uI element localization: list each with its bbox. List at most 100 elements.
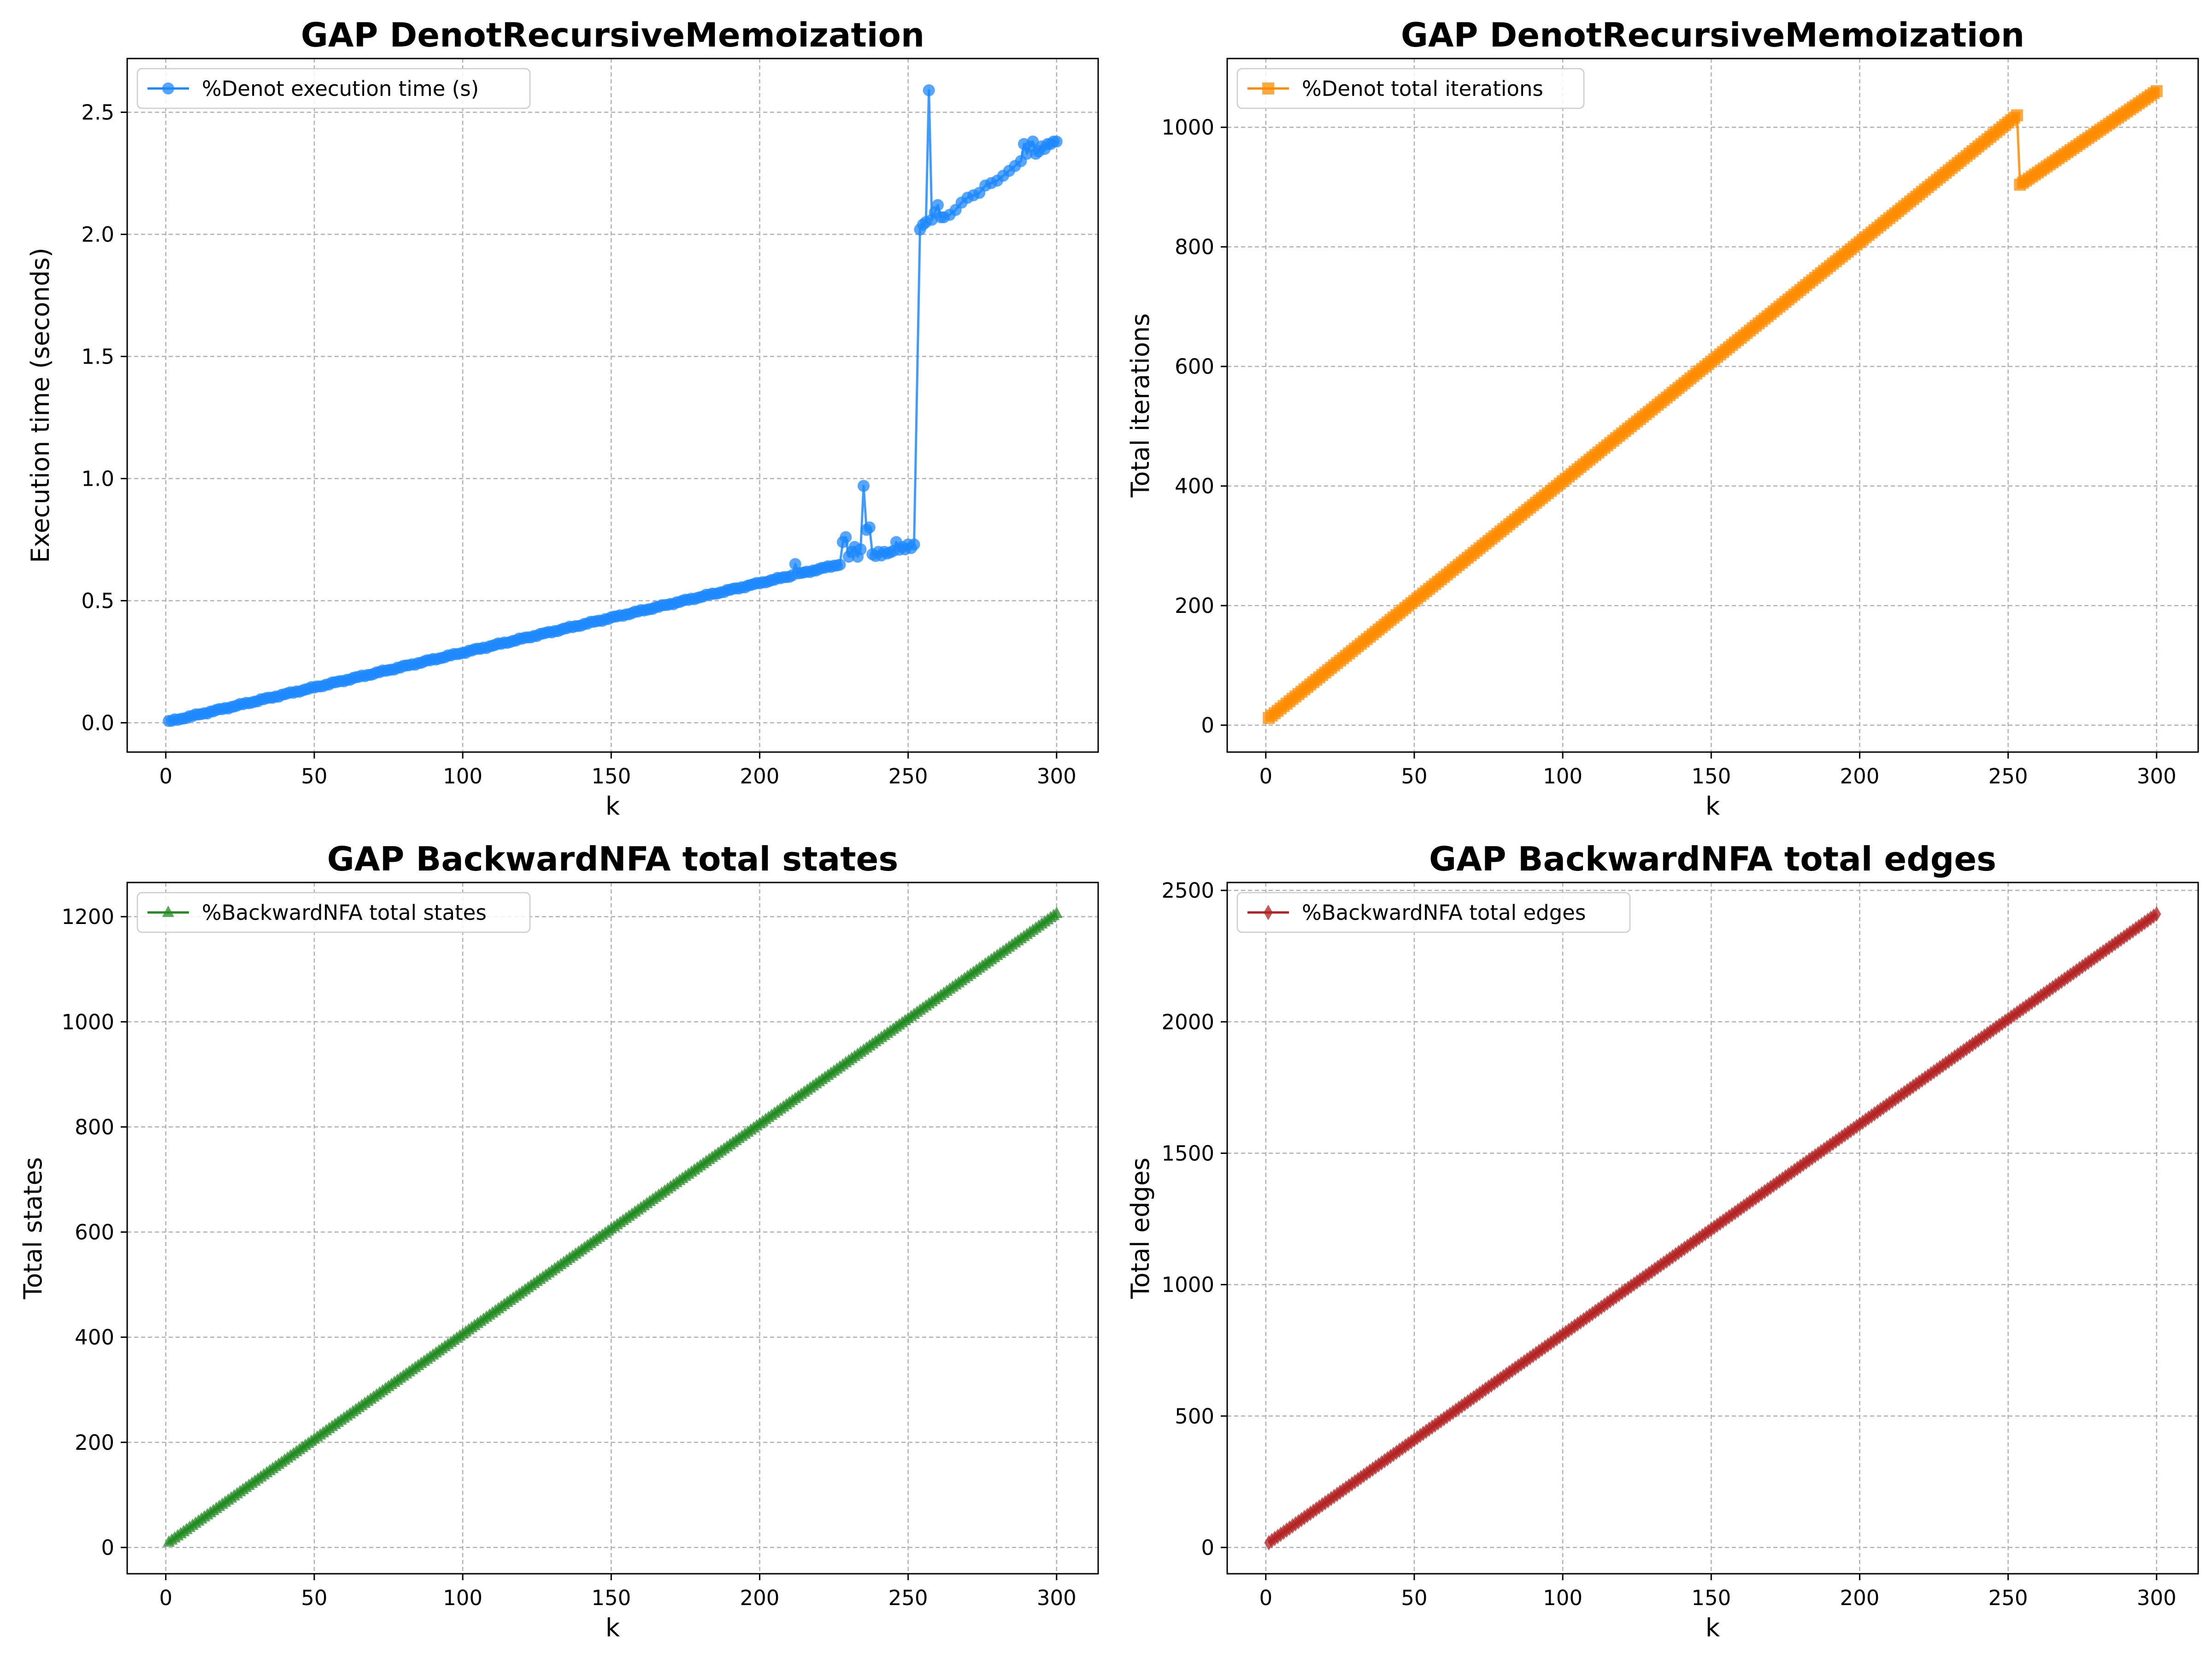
x-tick-label: 150 [1691, 1586, 1731, 1610]
y-tick-label: 1.5 [81, 345, 114, 369]
series-line [169, 89, 1057, 722]
chart-panel-1: 0 50 100 150 200 250 300 0.0 0.5 1.0 1.5 2.0 2.5 GAP … [26, 16, 1099, 821]
y-tick-label: 0 [101, 1535, 114, 1560]
x-tick-label: 250 [1988, 764, 2028, 788]
x-tick-label: 300 [2137, 1586, 2177, 1610]
y-tick-label: 200 [1175, 594, 1214, 618]
x-tick-label: 300 [1037, 764, 1077, 788]
y-tick-label: 400 [75, 1325, 114, 1350]
legend-box [136, 892, 531, 933]
data-point [1050, 135, 1063, 148]
y-axis-label: Execution time (seconds) [26, 247, 55, 563]
x-tick-label: 150 [591, 764, 631, 788]
chart-panel-4: 0 50 100 150 200 250 300 0 500 1000 1500 2000 2500 GA… [1126, 840, 2199, 1642]
y-tick-label: 500 [1175, 1404, 1214, 1429]
legend-box [1236, 892, 1631, 933]
y-tick-label: 600 [75, 1220, 114, 1245]
x-tick-label: 100 [443, 1586, 482, 1610]
x-axis-label: k [606, 792, 620, 821]
y-tick-label: 0 [1201, 1535, 1214, 1560]
legend-label: %Denot execution time (s) [202, 76, 479, 101]
chart-panel-3: 0 50 100 150 200 250 300 0 200 400 600 800 1000 1200 G… [18, 840, 1099, 1642]
series-markers [163, 84, 1063, 727]
data-point [789, 558, 801, 570]
plot-frame [126, 58, 1099, 753]
x-tick-label: 0 [1259, 1586, 1272, 1610]
x-tick-label: 50 [1401, 1586, 1427, 1610]
x-tick-label: 150 [591, 1586, 631, 1610]
x-tick-label: 50 [301, 764, 327, 788]
x-tick-label: 100 [443, 764, 482, 788]
legend-label: %Denot total iterations [1302, 76, 1543, 101]
plot-frame [1226, 882, 2199, 1575]
data-point [1027, 135, 1039, 148]
y-tick-label: 400 [1175, 474, 1214, 499]
chart-title: GAP BackwardNFA total edges [1429, 840, 1996, 878]
legend-marker [162, 82, 174, 94]
y-tick-label: 1000 [1161, 115, 1214, 140]
y-tick-label: 2000 [1161, 1010, 1214, 1034]
y-tick-label: 2.0 [81, 223, 114, 247]
y-tick-label: 600 [1175, 354, 1214, 379]
y-tick-label: 2.5 [81, 100, 114, 125]
data-point [854, 543, 867, 556]
x-tick-label: 0 [1259, 764, 1272, 788]
data-point [1050, 906, 1063, 918]
legend-box [136, 68, 531, 109]
legend: %BackwardNFA total edges [1236, 892, 1631, 933]
y-tick-label: 0 [1201, 713, 1214, 738]
legend: %Denot total iterations [1236, 68, 1585, 109]
legend: %Denot execution time (s) [136, 68, 531, 109]
legend-marker [1262, 82, 1274, 94]
x-axis-label: k [1706, 792, 1720, 821]
data-point [840, 531, 852, 543]
x-tick-label: 100 [1543, 1586, 1583, 1610]
chart-title: GAP DenotRecursiveMemoization [1401, 16, 2024, 54]
y-tick-label: 800 [1175, 235, 1214, 259]
plot-frame [1226, 58, 2199, 753]
x-axis-label: k [1706, 1613, 1720, 1642]
x-tick-label: 0 [159, 1586, 172, 1610]
y-tick-label: 1000 [1161, 1273, 1214, 1297]
data-point [2152, 906, 2161, 922]
x-tick-label: 200 [1840, 764, 1879, 788]
data-point [923, 84, 935, 96]
y-tick-label: 1000 [61, 1010, 114, 1034]
chart-title: GAP BackwardNFA total states [327, 840, 898, 878]
chart-title: GAP DenotRecursiveMemoization [301, 16, 924, 54]
legend-box [1236, 68, 1585, 109]
x-tick-label: 250 [888, 1586, 928, 1610]
x-tick-label: 200 [1840, 1586, 1879, 1610]
y-tick-label: 0.5 [81, 588, 114, 613]
legend-marker [162, 906, 174, 917]
series-markers [1263, 85, 2163, 724]
data-point [863, 521, 876, 534]
y-tick-label: 1500 [1161, 1141, 1214, 1165]
x-tick-label: 0 [159, 764, 172, 788]
y-tick-label: 800 [75, 1115, 114, 1139]
data-point [2150, 85, 2163, 97]
data-point [932, 199, 944, 211]
x-tick-label: 250 [1988, 1586, 2028, 1610]
y-tick-label: 0.0 [81, 711, 114, 735]
legend-label: %BackwardNFA total states [202, 900, 487, 925]
data-point [834, 559, 846, 571]
y-tick-label: 200 [75, 1430, 114, 1455]
x-tick-label: 200 [740, 764, 779, 788]
plot-frame [126, 882, 1099, 1575]
y-axis-label: Total edges [1126, 1158, 1155, 1299]
x-tick-label: 300 [2137, 764, 2177, 788]
legend: %BackwardNFA total states [136, 892, 531, 933]
y-axis-label: Total iterations [1126, 313, 1155, 498]
series-markers [163, 906, 1063, 1547]
x-tick-label: 150 [1691, 764, 1731, 788]
y-axis-label: Total states [18, 1157, 47, 1300]
x-axis-label: k [606, 1613, 620, 1642]
legend-marker [1264, 905, 1273, 920]
chart-panel-2: 0 50 100 150 200 250 300 0 200 400 600 800 1000 GAP D… [1126, 16, 2199, 821]
data-point [908, 538, 920, 551]
legend-label: %BackwardNFA total edges [1302, 900, 1586, 925]
data-point [857, 480, 870, 492]
x-tick-label: 50 [301, 1586, 327, 1610]
